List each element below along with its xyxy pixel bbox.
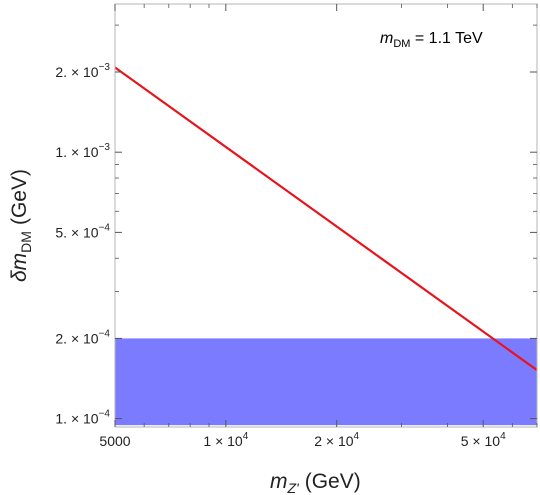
constraint-band [115,338,537,426]
x-tick-label-exponent: 4 [243,431,249,442]
x-axis-label: mZ' (GeV) [270,470,361,495]
x-tick-label-mantissa: 5 × 10 [461,433,501,449]
y-tick-label-exponent: −4 [99,328,111,339]
x-tick-label: 2 × 104 [314,431,359,449]
y-tick-label-exponent: −3 [99,142,111,153]
x-tick-label-exponent: 4 [500,431,506,442]
series-line-0 [114,66,538,372]
y-axis-label-unit: (GeV) [8,169,31,225]
x-tick-label: 1 × 104 [203,431,248,449]
ticks-layer: 1. × 10−42. × 10−45. × 10−41. × 10−32. ×… [55,4,538,449]
x-tick-label-mantissa: 1 × 10 [203,433,243,449]
x-tick-label: 5000 [99,433,130,449]
y-tick-label-mantissa: 1. × 10 [55,411,98,427]
y-tick-label-mantissa: 5. × 10 [55,224,98,240]
y-tick-label-mantissa: 2. × 10 [55,64,98,80]
y-tick-label: 1. × 10−4 [55,409,110,427]
series-layer [114,66,538,372]
y-tick-label: 5. × 10−4 [55,222,110,240]
y-axis-label: δmDM (GeV) [8,169,34,282]
y-tick-label: 2. × 10−4 [55,328,110,346]
x-axis-label-unit: (GeV) [305,470,361,493]
x-tick-label-exponent: 4 [354,431,360,442]
y-axis-label-main: δm [8,253,31,282]
y-tick-label-exponent: −4 [99,222,111,233]
annotation-sub: DM [393,38,410,50]
x-tick-label: 5 × 104 [461,431,506,449]
y-axis-label-sub: DM [18,231,34,253]
annotation: mDM = 1.1 TeV [380,30,483,50]
plot-frame [114,3,538,428]
x-axis-label-main: m [270,470,288,493]
y-tick-label: 2. × 10−3 [55,62,110,80]
x-tick-label-mantissa: 2 × 10 [314,433,354,449]
x-axis-label-sub: Z' [287,480,301,495]
y-tick-label-mantissa: 1. × 10 [55,144,98,160]
y-tick-label-mantissa: 2. × 10 [55,330,98,346]
annotation-main: m [380,30,393,47]
x-tick-label-mantissa: 5000 [99,433,130,449]
y-tick-label-exponent: −4 [99,409,111,420]
y-tick-label: 1. × 10−3 [55,142,110,160]
annotation-text: = 1.1 TeV [410,30,483,47]
y-tick-label-exponent: −3 [99,62,111,73]
